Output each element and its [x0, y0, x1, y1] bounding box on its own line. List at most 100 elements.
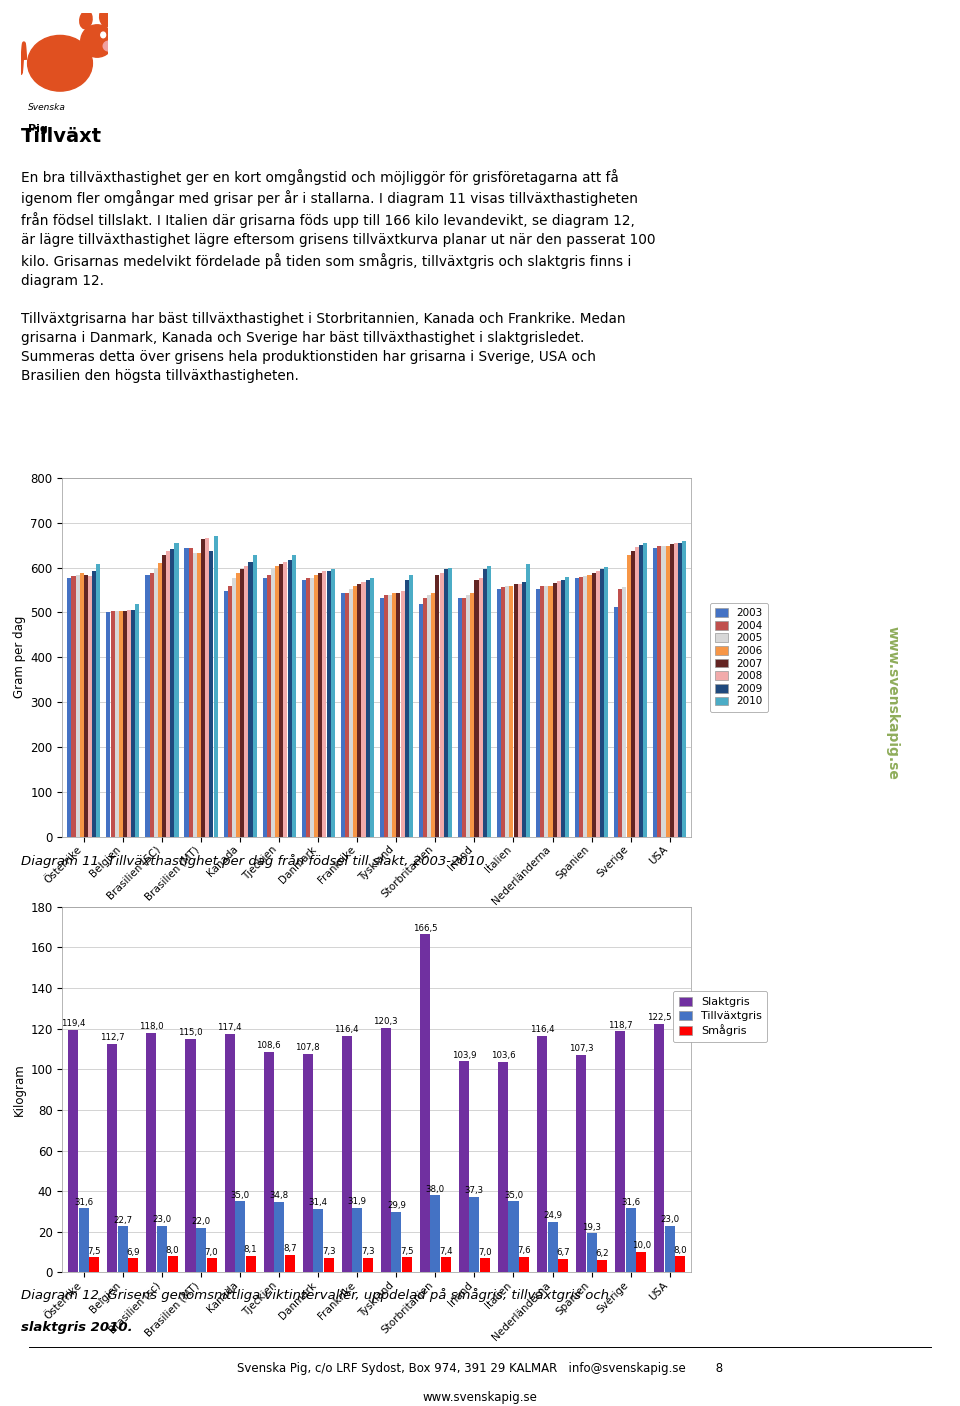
Bar: [547, 1222, 558, 1272]
Text: 35,0: 35,0: [230, 1191, 250, 1199]
Bar: [626, 1208, 636, 1272]
Bar: [510, 585, 514, 837]
Ellipse shape: [80, 11, 92, 28]
Bar: [175, 543, 179, 837]
Bar: [145, 575, 150, 837]
Bar: [557, 581, 561, 837]
Text: 22,7: 22,7: [113, 1216, 132, 1225]
Bar: [68, 1031, 79, 1272]
Bar: [467, 596, 470, 837]
Bar: [196, 1227, 206, 1272]
Bar: [674, 543, 678, 837]
Bar: [400, 591, 404, 837]
Bar: [388, 596, 392, 837]
Bar: [654, 1024, 664, 1272]
Bar: [536, 589, 540, 837]
Ellipse shape: [103, 41, 115, 51]
Text: 23,0: 23,0: [153, 1215, 172, 1225]
Bar: [402, 1257, 412, 1272]
Bar: [430, 1195, 441, 1272]
Bar: [119, 610, 123, 837]
Bar: [440, 574, 444, 837]
Bar: [326, 571, 330, 837]
Text: 22,0: 22,0: [191, 1218, 210, 1226]
Bar: [661, 546, 665, 837]
Text: 118,0: 118,0: [139, 1022, 164, 1031]
Bar: [319, 574, 323, 837]
Text: 23,0: 23,0: [660, 1215, 680, 1225]
Text: 116,4: 116,4: [334, 1025, 359, 1035]
Text: 29,9: 29,9: [387, 1201, 406, 1211]
Bar: [206, 1258, 217, 1272]
Text: 103,9: 103,9: [451, 1050, 476, 1060]
Bar: [658, 546, 661, 837]
Bar: [275, 1202, 284, 1272]
Bar: [314, 575, 318, 837]
Bar: [540, 586, 544, 837]
Text: 8,0: 8,0: [166, 1246, 180, 1254]
Bar: [323, 571, 326, 837]
Text: 31,6: 31,6: [621, 1198, 640, 1206]
Text: 31,6: 31,6: [74, 1198, 93, 1206]
Bar: [157, 1226, 167, 1272]
Text: 37,3: 37,3: [465, 1187, 484, 1195]
Bar: [147, 1033, 156, 1272]
Bar: [618, 589, 622, 837]
Legend: 2003, 2004, 2005, 2006, 2007, 2008, 2009, 2010: 2003, 2004, 2005, 2006, 2007, 2008, 2009…: [710, 603, 768, 711]
Y-axis label: Kilogram: Kilogram: [13, 1063, 26, 1116]
Text: 122,5: 122,5: [647, 1012, 671, 1022]
Bar: [487, 567, 491, 837]
Bar: [150, 574, 154, 837]
Bar: [205, 538, 209, 837]
Bar: [683, 541, 686, 837]
Bar: [517, 585, 521, 837]
Bar: [341, 593, 345, 837]
Bar: [392, 1212, 401, 1272]
Bar: [352, 1208, 362, 1272]
Text: 24,9: 24,9: [543, 1211, 562, 1220]
Bar: [110, 612, 114, 837]
Text: 118,7: 118,7: [608, 1021, 633, 1029]
Bar: [310, 578, 314, 837]
Bar: [636, 1253, 646, 1272]
Bar: [479, 578, 483, 837]
Text: 7,3: 7,3: [322, 1247, 336, 1256]
Legend: Slaktgris, Tillväxtgris, Smågris: Slaktgris, Tillväxtgris, Smågris: [673, 991, 767, 1042]
Text: slaktgris 2010.: slaktgris 2010.: [21, 1320, 132, 1334]
Bar: [474, 579, 478, 837]
Bar: [627, 555, 631, 837]
Bar: [462, 598, 467, 837]
Text: En bra tillväxthastighet ger en kort omgångstid och möjliggör för grisföretagarn: En bra tillväxthastighet ger en kort omg…: [21, 169, 656, 382]
Bar: [548, 585, 553, 837]
Text: 38,0: 38,0: [426, 1185, 444, 1194]
Bar: [235, 1201, 245, 1272]
Bar: [396, 593, 400, 837]
Bar: [67, 578, 71, 837]
Bar: [370, 578, 373, 837]
Bar: [135, 603, 139, 837]
Text: 7,4: 7,4: [439, 1247, 453, 1256]
Bar: [393, 593, 396, 837]
Bar: [287, 560, 292, 837]
Bar: [267, 575, 271, 837]
Bar: [349, 589, 353, 837]
Bar: [588, 575, 591, 837]
Bar: [225, 1033, 234, 1272]
Text: Diagram 12. Grisens genomsnittliga viktintervaller, uppdelad på smågris, tillväx: Diagram 12. Grisens genomsnittliga vikti…: [21, 1288, 609, 1302]
Bar: [157, 564, 162, 837]
Bar: [431, 593, 435, 837]
Bar: [279, 564, 283, 837]
Bar: [353, 586, 357, 837]
Bar: [154, 568, 157, 837]
Bar: [166, 551, 170, 837]
Bar: [363, 1257, 372, 1272]
Bar: [553, 583, 557, 837]
Bar: [587, 1233, 596, 1272]
Bar: [271, 568, 275, 837]
Bar: [670, 544, 674, 837]
Bar: [252, 555, 256, 837]
Text: 103,6: 103,6: [491, 1052, 516, 1060]
Bar: [600, 569, 604, 837]
Bar: [381, 1028, 391, 1272]
Bar: [246, 1256, 255, 1272]
